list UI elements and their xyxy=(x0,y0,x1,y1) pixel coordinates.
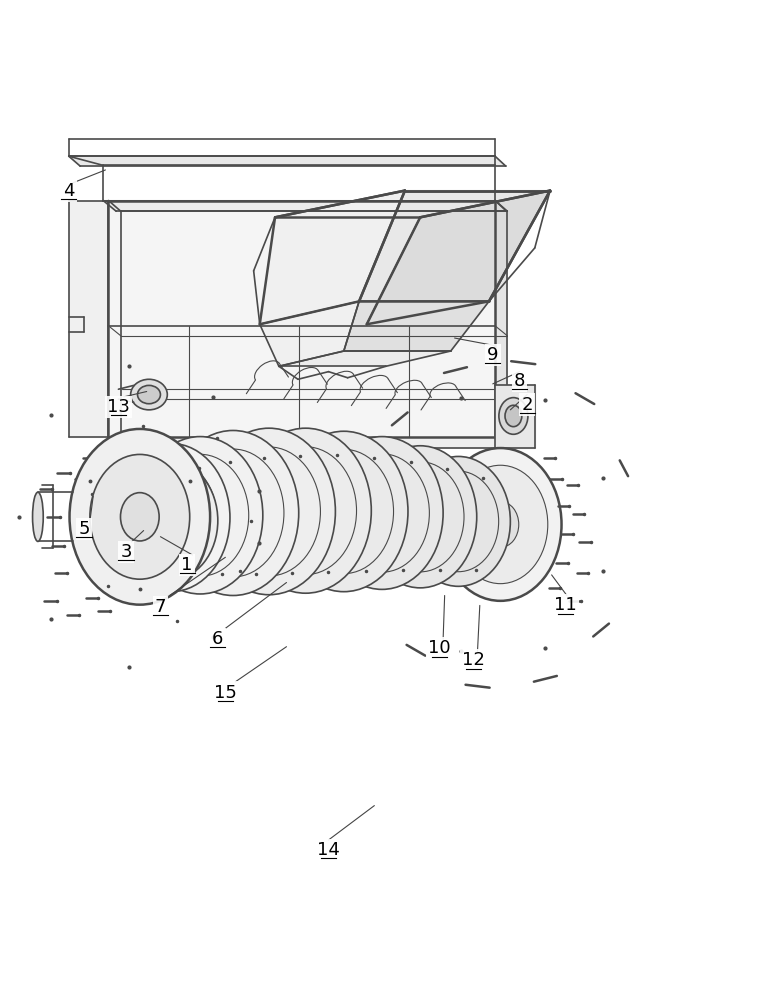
Ellipse shape xyxy=(112,443,230,592)
Ellipse shape xyxy=(505,405,522,427)
Text: 2: 2 xyxy=(521,395,533,414)
Ellipse shape xyxy=(138,437,263,594)
Polygon shape xyxy=(108,201,495,437)
Ellipse shape xyxy=(321,437,443,589)
Ellipse shape xyxy=(138,385,160,404)
Ellipse shape xyxy=(33,492,44,541)
Ellipse shape xyxy=(406,456,510,586)
Ellipse shape xyxy=(499,398,528,434)
Ellipse shape xyxy=(280,431,408,592)
Polygon shape xyxy=(495,385,535,448)
Ellipse shape xyxy=(142,485,199,556)
Text: 3: 3 xyxy=(120,543,132,561)
Polygon shape xyxy=(108,437,507,448)
Ellipse shape xyxy=(131,379,167,410)
Polygon shape xyxy=(69,156,506,166)
Ellipse shape xyxy=(240,428,371,593)
Text: 7: 7 xyxy=(154,598,167,616)
Ellipse shape xyxy=(167,430,299,595)
Ellipse shape xyxy=(364,446,477,588)
Text: 4: 4 xyxy=(63,182,75,200)
Polygon shape xyxy=(344,301,489,351)
Text: 1: 1 xyxy=(182,556,193,574)
Ellipse shape xyxy=(90,454,189,579)
Polygon shape xyxy=(279,351,451,366)
Polygon shape xyxy=(69,201,108,437)
Text: 8: 8 xyxy=(514,372,525,390)
Ellipse shape xyxy=(439,448,562,601)
Text: 11: 11 xyxy=(554,596,577,614)
Ellipse shape xyxy=(157,503,184,538)
Polygon shape xyxy=(275,191,550,217)
Ellipse shape xyxy=(121,493,159,541)
Text: 9: 9 xyxy=(487,346,499,364)
Text: 5: 5 xyxy=(78,520,90,538)
Ellipse shape xyxy=(453,465,548,584)
Text: 14: 14 xyxy=(317,841,340,859)
Ellipse shape xyxy=(123,461,218,580)
Ellipse shape xyxy=(482,502,519,547)
Text: 6: 6 xyxy=(212,630,223,648)
Text: 12: 12 xyxy=(462,651,485,669)
Polygon shape xyxy=(260,191,405,324)
Ellipse shape xyxy=(70,429,210,605)
Polygon shape xyxy=(495,201,507,448)
Text: 10: 10 xyxy=(428,639,451,657)
Polygon shape xyxy=(103,201,507,211)
Polygon shape xyxy=(260,301,359,366)
Text: 15: 15 xyxy=(214,684,237,702)
Polygon shape xyxy=(367,191,550,324)
Polygon shape xyxy=(359,191,550,301)
Text: 13: 13 xyxy=(107,398,130,416)
Ellipse shape xyxy=(202,428,335,595)
